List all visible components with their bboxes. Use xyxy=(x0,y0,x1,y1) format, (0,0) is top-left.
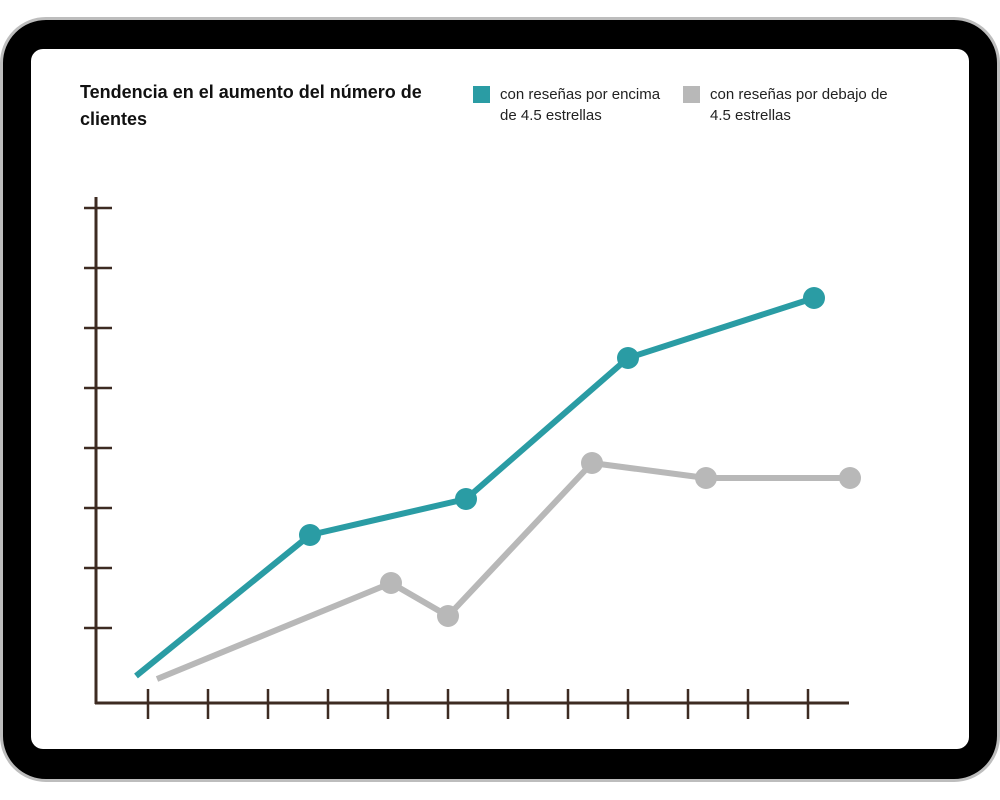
data-point-below xyxy=(581,452,603,474)
data-point-above xyxy=(803,287,825,309)
chart-title: Tendencia en el aumento del número de cl… xyxy=(80,82,422,129)
legend-entry-above: con reseñas por encima de 4.5 estrellas xyxy=(473,84,683,126)
legend-label-below: con reseñas por debajo de 4.5 estrellas xyxy=(710,86,888,124)
data-point-below xyxy=(695,467,717,489)
data-point-above xyxy=(299,524,321,546)
legend-label-above: con reseñas por encima de 4.5 estrellas xyxy=(500,86,661,124)
data-point-below xyxy=(380,572,402,594)
series-line-below xyxy=(155,460,850,682)
legend-entry-below: con reseñas por debajo de 4.5 estrellas xyxy=(683,84,893,126)
data-point-above xyxy=(617,347,639,369)
data-point-below xyxy=(437,605,459,627)
legend-swatch-below xyxy=(683,86,700,103)
data-point-below xyxy=(839,467,861,489)
data-point-above xyxy=(455,488,477,510)
legend-swatch-above xyxy=(473,86,490,103)
